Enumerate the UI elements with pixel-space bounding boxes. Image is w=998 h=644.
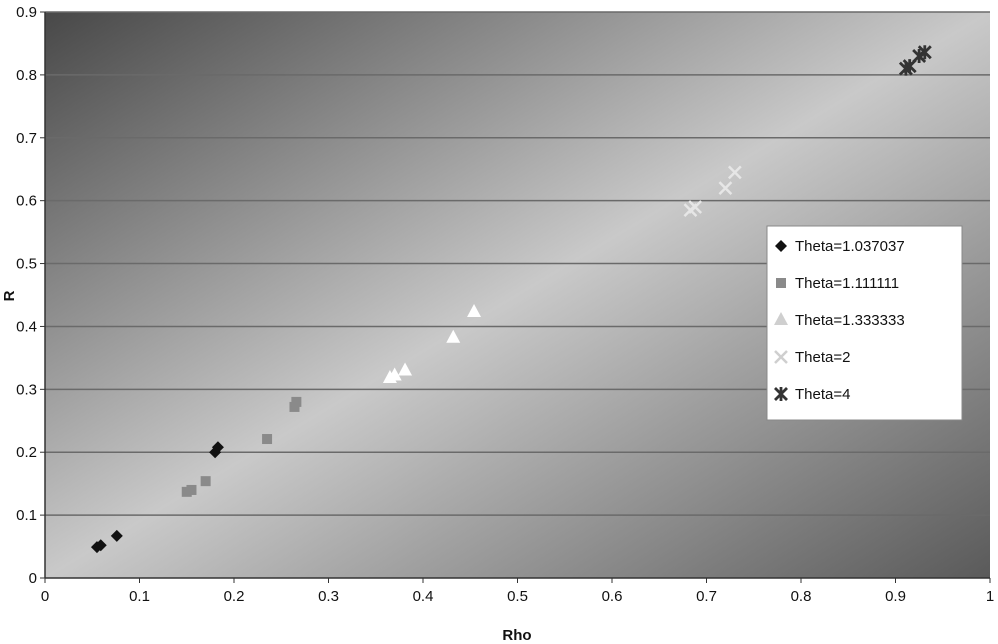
legend-label: Theta=1.037037 [795, 238, 905, 255]
x-tick-label: 0.4 [413, 588, 434, 605]
y-tick-label: 0.7 [16, 130, 37, 147]
data-point-square [291, 396, 302, 407]
data-point-square [200, 476, 211, 487]
x-tick-label: 0.6 [602, 588, 623, 605]
y-tick-label: 0.4 [16, 318, 37, 335]
legend-marker-triangle [774, 312, 788, 325]
x-tick-label: 0.3 [318, 588, 339, 605]
y-tick-label: 0.3 [16, 381, 37, 398]
legend-label: Theta=1.333333 [795, 312, 905, 329]
legend-label: Theta=2 [795, 349, 850, 366]
legend-marker-star [774, 387, 788, 401]
data-point-diamond [110, 529, 123, 542]
legend-marker-x [774, 350, 788, 364]
x-tick-label: 0.1 [129, 588, 150, 605]
data-point-diamond [211, 441, 224, 454]
legend-marker-diamond [775, 240, 787, 252]
x-tick-label: 0.9 [885, 588, 906, 605]
y-tick-label: 0 [29, 570, 37, 587]
x-tick-label: 0.7 [696, 588, 717, 605]
legend-label: Theta=1.111111 [795, 275, 899, 292]
data-point-diamond [94, 539, 107, 552]
data-point-triangle [398, 362, 413, 376]
y-tick-label: 0.1 [16, 507, 37, 524]
x-tick-label: 0.8 [791, 588, 812, 605]
data-point-square [186, 484, 197, 495]
data-point-triangle [467, 303, 482, 317]
data-point-square [289, 401, 300, 412]
data-point-square [262, 434, 273, 445]
y-tick-label: 0.9 [16, 4, 37, 21]
x-tick-label: 0.5 [507, 588, 528, 605]
y-tick-label: 0.6 [16, 193, 37, 210]
x-axis-label: Rho [502, 627, 531, 644]
y-tick-label: 0.8 [16, 67, 37, 84]
data-point-x [727, 165, 742, 180]
legend: Theta=1.037037 Theta=1.111111 Theta=1.3333… [766, 225, 963, 421]
legend-marker-square [776, 278, 786, 288]
x-tick-label: 0 [41, 588, 49, 605]
data-point-triangle [446, 329, 461, 343]
data-point-x [688, 200, 703, 214]
data-point-triangle [387, 367, 402, 381]
data-point-star [917, 45, 932, 60]
y-tick-label: 0.2 [16, 444, 37, 461]
data-point-x [718, 181, 733, 195]
legend-label: Theta=4 [795, 386, 850, 403]
x-tick-label: 1 [986, 588, 994, 605]
y-axis-label: R [1, 290, 18, 301]
x-tick-label: 0.2 [224, 588, 245, 605]
y-tick-label: 0.5 [16, 256, 37, 273]
